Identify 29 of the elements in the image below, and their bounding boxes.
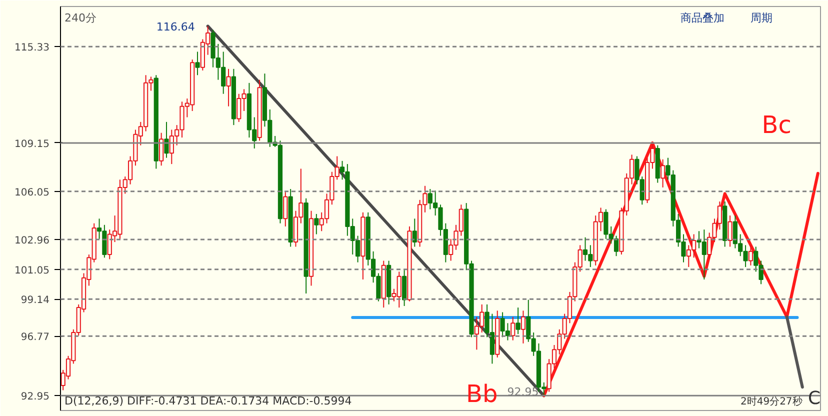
y-tick-label: 99.14 [20, 295, 50, 306]
candlestick [748, 244, 754, 266]
y-tick-label: 92.95 [20, 392, 50, 403]
candlestick [159, 132, 164, 166]
candlestick [516, 307, 520, 335]
candlestick [520, 310, 526, 344]
candlestick [283, 192, 288, 227]
y-tick-label: 106.05 [14, 187, 50, 198]
candlestick [402, 270, 407, 306]
candlestick [660, 158, 666, 188]
candlestick [412, 218, 417, 248]
annotation: 商品叠加 [680, 12, 724, 24]
y-tick-label: 115.33 [14, 42, 50, 54]
candlestick [314, 213, 319, 235]
candlestick [195, 51, 200, 76]
annotation: 240分 [64, 12, 96, 24]
annotation: 2时49分27秒 [740, 395, 802, 408]
candlestick [164, 121, 169, 158]
y-tick-label: 102.96 [14, 236, 50, 247]
annotation: Bc [762, 111, 792, 140]
y-tick-label: 101.05 [14, 265, 50, 276]
y-tick-label: 109.15 [14, 138, 50, 150]
annotation: D(12,26,9) DIFF:-0.4731 DEA:-0.1734 MACD:-0.5994 [64, 394, 352, 408]
candlestick [728, 215, 732, 248]
candlestick [510, 316, 516, 341]
candlestick [226, 68, 231, 107]
annotation: 周期 [750, 12, 772, 24]
y-tick-label: 96.77 [20, 332, 50, 344]
annotation: 116.64 [156, 20, 195, 34]
